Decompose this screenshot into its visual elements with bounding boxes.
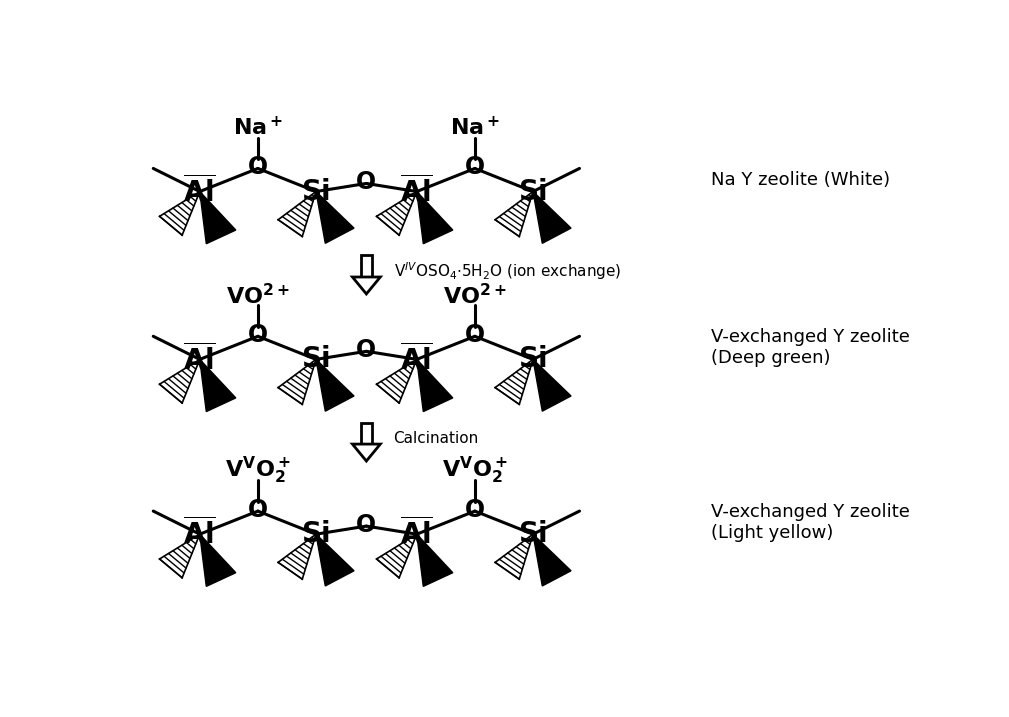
Text: V$^{IV}$OSO$_4$$\cdot$5H$_2$O (ion exchange): V$^{IV}$OSO$_4$$\cdot$5H$_2$O (ion excha… xyxy=(394,260,621,282)
Polygon shape xyxy=(316,359,354,411)
Polygon shape xyxy=(417,191,453,244)
Text: O: O xyxy=(465,323,485,347)
Bar xyxy=(361,255,371,277)
Text: V-exchanged Y zeolite
(Light yellow): V-exchanged Y zeolite (Light yellow) xyxy=(711,503,910,542)
Text: O: O xyxy=(465,498,485,521)
Polygon shape xyxy=(352,444,380,461)
Polygon shape xyxy=(417,359,453,412)
Polygon shape xyxy=(159,191,200,235)
Polygon shape xyxy=(533,534,571,586)
Polygon shape xyxy=(200,191,236,244)
Text: $\mathbf{\overline{Al}}$: $\mathbf{\overline{Al}}$ xyxy=(401,175,433,208)
Text: $\mathbf{\overline{Al}}$: $\mathbf{\overline{Al}}$ xyxy=(184,343,216,376)
Text: $\mathbf{Si}$: $\mathbf{Si}$ xyxy=(302,520,331,549)
Polygon shape xyxy=(278,534,316,579)
Text: O: O xyxy=(465,155,485,179)
Polygon shape xyxy=(159,359,200,403)
Text: V-exchanged Y zeolite
(Deep green): V-exchanged Y zeolite (Deep green) xyxy=(711,328,910,367)
Text: $\mathbf{V^VO_2^+}$: $\mathbf{V^VO_2^+}$ xyxy=(225,455,291,486)
Text: Calcination: Calcination xyxy=(394,431,478,446)
Polygon shape xyxy=(278,191,316,237)
Polygon shape xyxy=(352,277,380,294)
Polygon shape xyxy=(278,359,316,404)
Text: $\mathbf{\overline{Al}}$: $\mathbf{\overline{Al}}$ xyxy=(184,175,216,208)
Polygon shape xyxy=(159,534,200,578)
Text: $\mathbf{\overline{Al}}$: $\mathbf{\overline{Al}}$ xyxy=(184,518,216,551)
Polygon shape xyxy=(376,534,417,578)
Polygon shape xyxy=(200,359,236,412)
Text: $\mathbf{Si}$: $\mathbf{Si}$ xyxy=(519,178,548,206)
Text: O: O xyxy=(356,170,376,194)
Text: $\mathbf{Na^+}$: $\mathbf{Na^+}$ xyxy=(233,116,283,139)
Text: $\mathbf{\overline{Al}}$: $\mathbf{\overline{Al}}$ xyxy=(401,343,433,376)
Text: $\mathbf{VO^{2+}}$: $\mathbf{VO^{2+}}$ xyxy=(443,283,507,308)
Text: $\mathbf{VO^{2+}}$: $\mathbf{VO^{2+}}$ xyxy=(226,283,290,308)
Polygon shape xyxy=(495,191,533,237)
Polygon shape xyxy=(376,191,417,235)
Text: $\mathbf{\overline{Al}}$: $\mathbf{\overline{Al}}$ xyxy=(401,518,433,551)
Polygon shape xyxy=(495,534,533,579)
Text: $\mathbf{Si}$: $\mathbf{Si}$ xyxy=(519,346,548,374)
Polygon shape xyxy=(316,534,354,586)
Polygon shape xyxy=(376,359,417,403)
Polygon shape xyxy=(533,359,571,411)
Text: O: O xyxy=(356,513,376,536)
Text: $\mathbf{V^VO_2^+}$: $\mathbf{V^VO_2^+}$ xyxy=(442,455,508,486)
Polygon shape xyxy=(316,191,354,243)
Text: $\mathbf{Na^+}$: $\mathbf{Na^+}$ xyxy=(450,116,500,139)
Text: $\mathbf{Si}$: $\mathbf{Si}$ xyxy=(302,178,331,206)
Text: $\mathbf{Si}$: $\mathbf{Si}$ xyxy=(519,520,548,549)
Text: O: O xyxy=(356,338,376,362)
Text: O: O xyxy=(248,155,268,179)
Text: $\mathbf{Si}$: $\mathbf{Si}$ xyxy=(302,346,331,374)
Polygon shape xyxy=(200,534,236,587)
Text: Na Y zeolite (White): Na Y zeolite (White) xyxy=(711,171,890,189)
Text: O: O xyxy=(248,498,268,521)
Polygon shape xyxy=(533,191,571,243)
Polygon shape xyxy=(417,534,453,587)
Bar xyxy=(361,422,371,444)
Text: O: O xyxy=(248,323,268,347)
Polygon shape xyxy=(495,359,533,404)
